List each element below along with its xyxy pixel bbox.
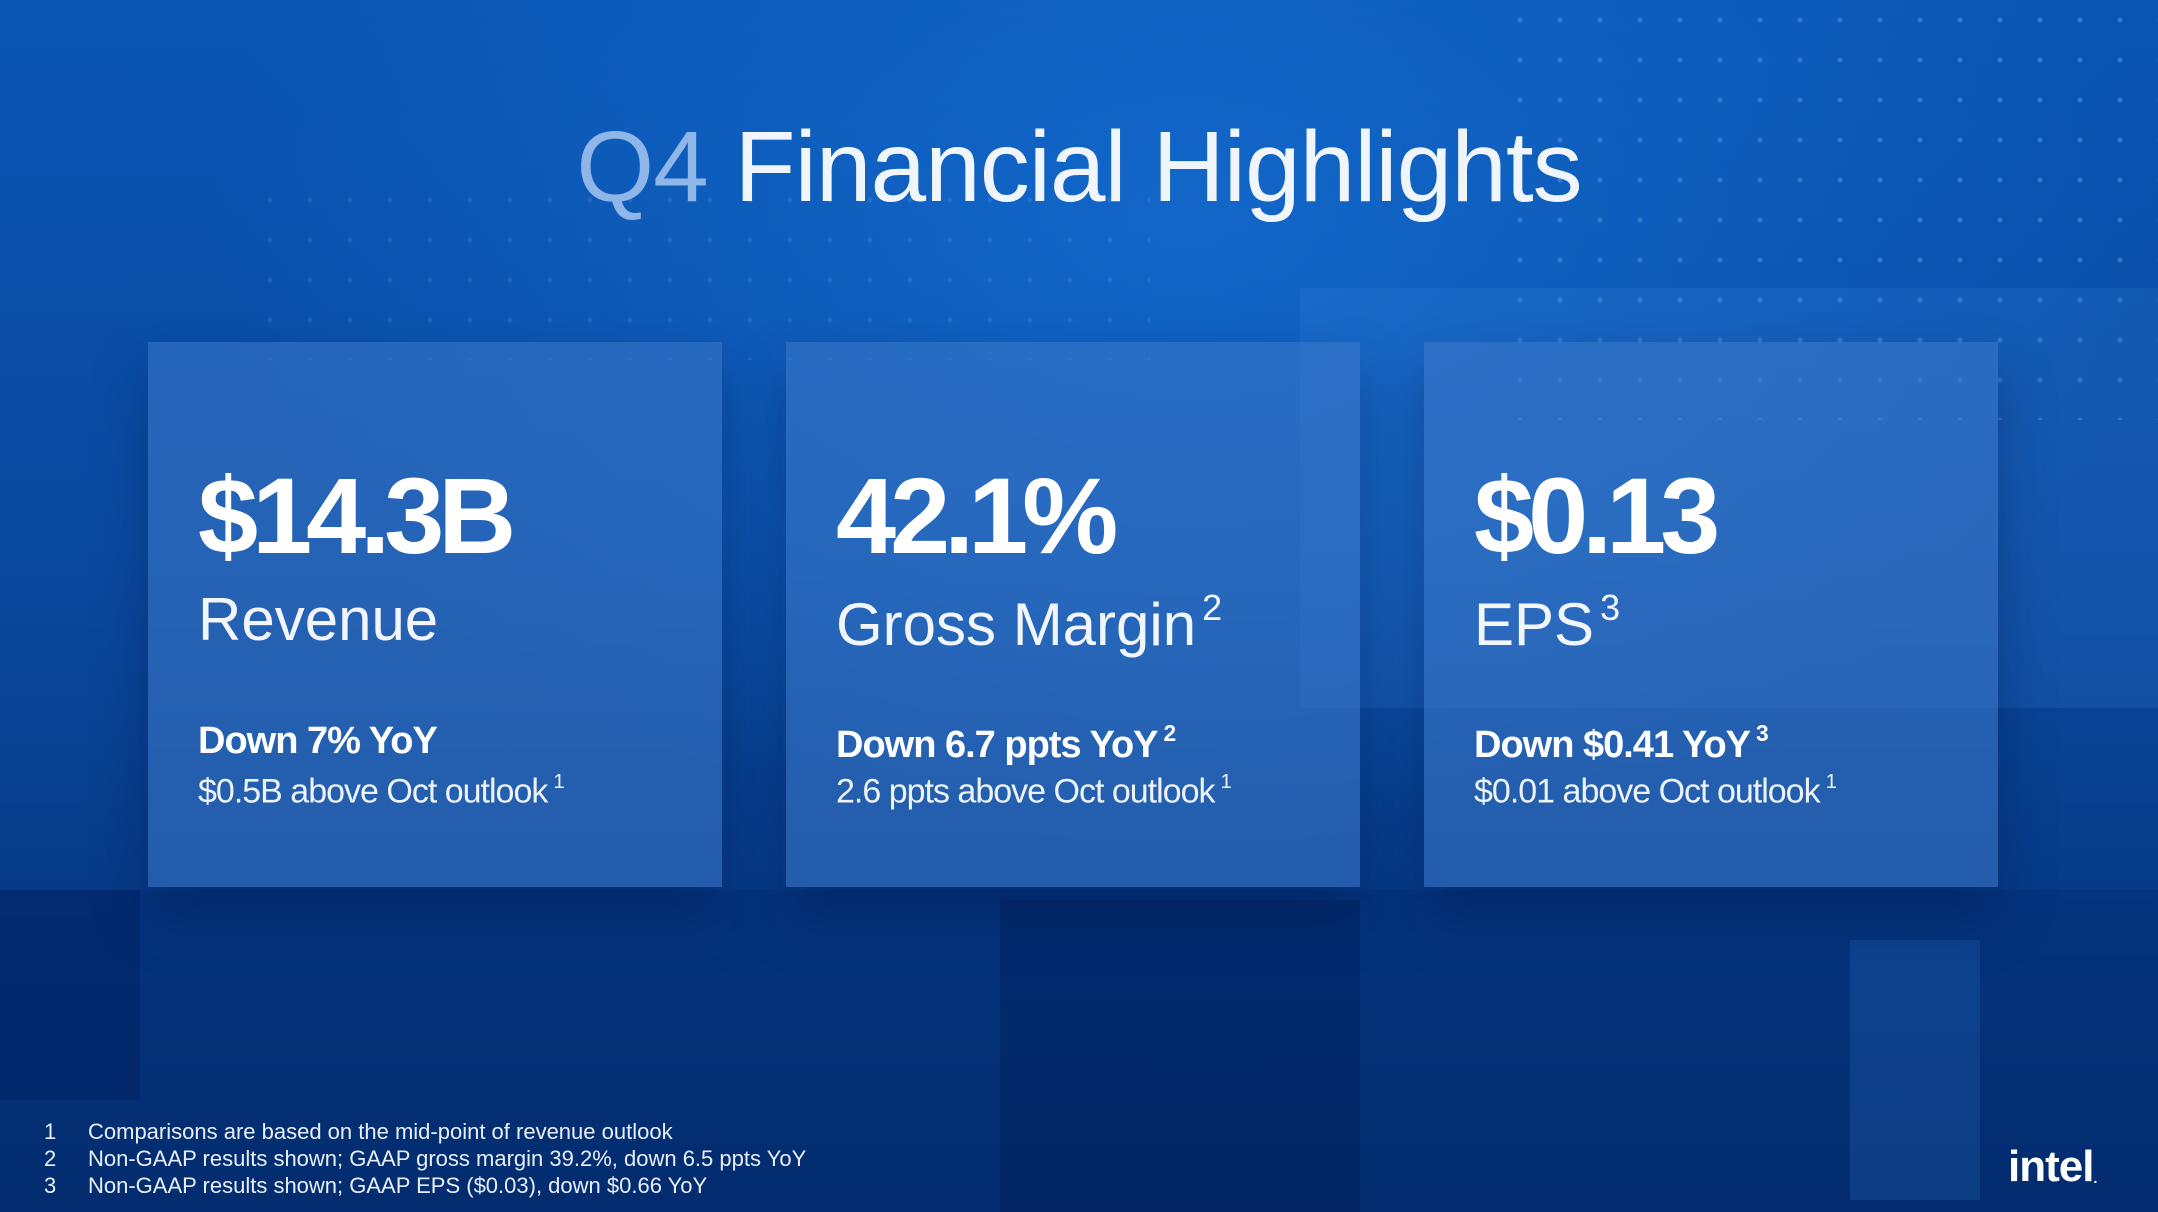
metric-note-text: $0.01 above Oct outlook — [1474, 772, 1821, 811]
logo-text: intel — [2008, 1142, 2094, 1191]
title-text: Financial Highlights — [734, 111, 1583, 223]
footnote: 1 Comparisons are based on the mid-point … — [44, 1118, 806, 1145]
background-block — [0, 890, 140, 1100]
intel-logo: intel. — [2008, 1142, 2097, 1192]
footnote-text: Non-GAAP results shown; GAAP EPS ($0.03)… — [88, 1173, 708, 1198]
metric-change-text: Down $0.41 YoY — [1474, 723, 1751, 766]
metric-change: Down 6.7 ppts YoY 2 — [836, 720, 1177, 766]
metric-label: Gross Margin 2 — [836, 590, 1222, 655]
metric-change-text: Down 6.7 ppts YoY — [836, 723, 1159, 766]
metric-note-text: 2.6 ppts above Oct outlook — [836, 772, 1215, 811]
footnote-text: Non-GAAP results shown; GAAP gross margi… — [88, 1146, 807, 1171]
gross-margin-card: 42.1% Gross Margin 2 Down 6.7 ppts YoY 2 2… — [786, 342, 1360, 887]
background-block — [0, 890, 2158, 1212]
footnote-marker: 1 — [553, 771, 564, 793]
revenue-card: $14.3B Revenue Down 7% YoY $0.5B above O… — [148, 342, 722, 887]
metric-label: EPS 3 — [1474, 590, 1620, 655]
footnote-number: 3 — [44, 1173, 57, 1198]
footnote: 2 Non-GAAP results shown; GAAP gross marg… — [44, 1145, 806, 1172]
footnote-marker: 1 — [1825, 771, 1837, 793]
metric-note: 2.6 ppts above Oct outlook 1 — [836, 771, 1232, 811]
metric-change-text: Down 7% YoY — [198, 720, 438, 762]
footnote: 3 Non-GAAP results shown; GAAP EPS ($0.03… — [44, 1172, 806, 1199]
metric-value: $14.3B — [198, 455, 516, 576]
metric-value: 42.1% — [836, 455, 1118, 576]
footnote-marker: 1 — [1220, 771, 1231, 793]
title-prefix: Q4 — [576, 111, 708, 223]
footnotes: 1 Comparisons are based on the mid-point … — [44, 1118, 806, 1199]
metric-label-text: Revenue — [198, 586, 439, 653]
metric-note: $0.5B above Oct outlook 1 — [198, 771, 565, 811]
metric-label-text: EPS — [1474, 591, 1595, 659]
logo-mark: . — [2093, 1170, 2097, 1186]
footnote-marker: 3 — [1756, 720, 1769, 746]
metric-label-text: Gross Margin — [836, 591, 1197, 659]
metric-change: Down $0.41 YoY 3 — [1474, 720, 1769, 766]
footnote-number: 1 — [44, 1119, 57, 1144]
metric-note-text: $0.5B above Oct outlook — [198, 772, 548, 811]
background-block — [1850, 940, 1980, 1200]
footnote-marker: 3 — [1600, 587, 1621, 628]
background-dot-pattern — [250, 180, 1150, 360]
footnote-text: Comparisons are based on the mid-point o… — [88, 1119, 673, 1144]
metric-change: Down 7% YoY — [198, 720, 438, 762]
metric-label: Revenue — [198, 590, 438, 650]
metric-value: $0.13 — [1474, 455, 1720, 576]
footnote-marker: 2 — [1202, 587, 1223, 628]
background-block — [1000, 900, 1360, 1212]
eps-card: $0.13 EPS 3 Down $0.41 YoY 3 $0.01 above O… — [1424, 342, 1998, 887]
slide-title: Q4 Financial Highlights — [0, 110, 2158, 225]
footnote-marker: 2 — [1163, 720, 1177, 746]
footnote-number: 2 — [44, 1146, 57, 1171]
metric-note: $0.01 above Oct outlook 1 — [1474, 771, 1837, 811]
